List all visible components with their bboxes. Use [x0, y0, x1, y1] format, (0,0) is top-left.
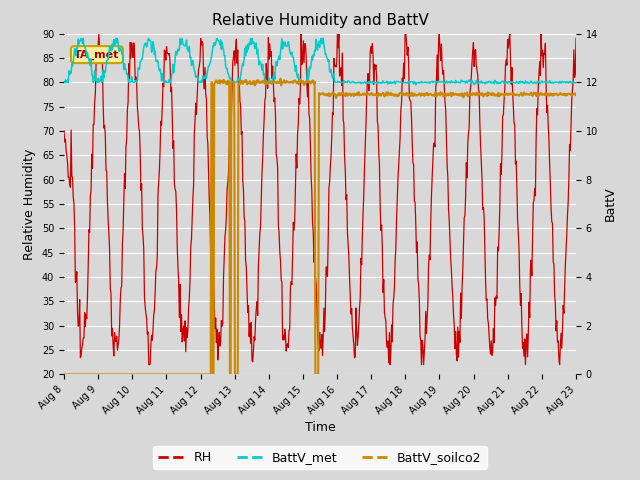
Legend: RH, BattV_met, BattV_soilco2: RH, BattV_met, BattV_soilco2: [154, 446, 486, 469]
Y-axis label: Relative Humidity: Relative Humidity: [23, 148, 36, 260]
Y-axis label: BattV: BattV: [604, 187, 617, 221]
Text: TA_met: TA_met: [74, 49, 120, 60]
Title: Relative Humidity and BattV: Relative Humidity and BattV: [212, 13, 428, 28]
X-axis label: Time: Time: [305, 421, 335, 434]
